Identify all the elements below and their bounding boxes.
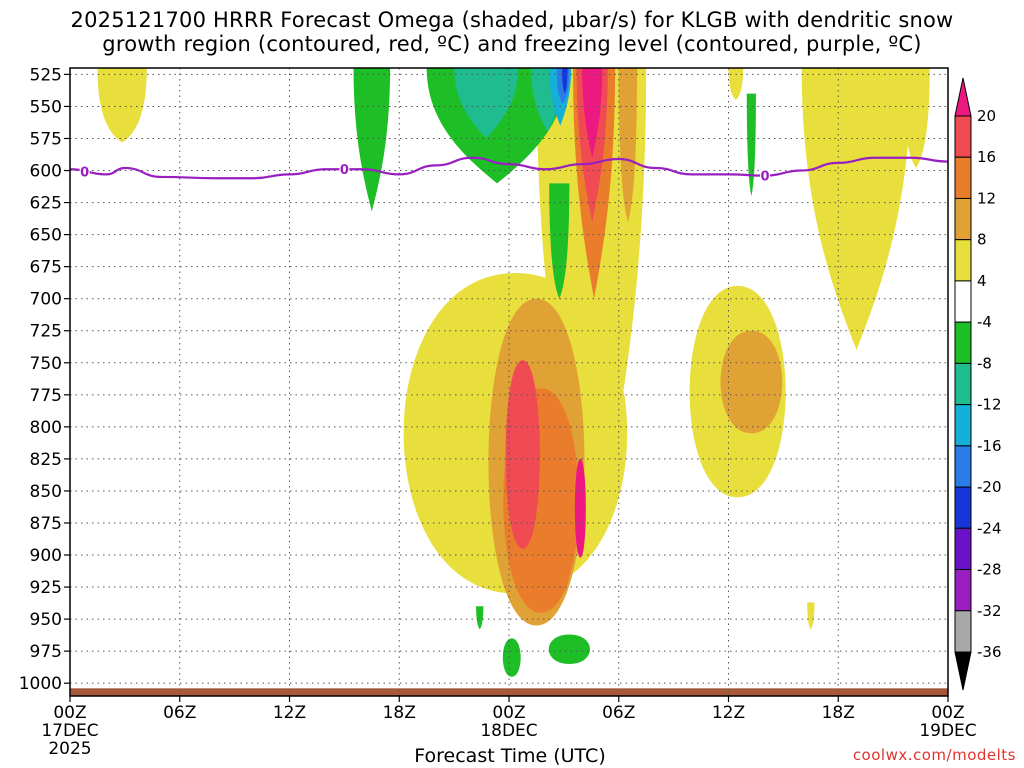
colorbar-label: -4 bbox=[977, 313, 992, 331]
colorbar-label: -36 bbox=[977, 643, 1002, 661]
omega-region bbox=[353, 68, 391, 212]
x-tick-label: 06Z bbox=[602, 703, 635, 723]
omega-region bbox=[720, 330, 783, 434]
freezing-level-label: 0 bbox=[761, 170, 770, 185]
colorbar-label: 8 bbox=[977, 231, 987, 249]
y-tick-label: 1000 bbox=[19, 674, 62, 694]
x-tick-label: 00Z bbox=[931, 703, 964, 723]
colorbar-label: 20 bbox=[977, 107, 996, 125]
y-tick-label: 900 bbox=[30, 546, 62, 566]
x-tick-label: 06Z bbox=[163, 703, 196, 723]
y-tick-label: 650 bbox=[30, 226, 62, 246]
colorbar-segment bbox=[954, 156, 972, 199]
colorbar-label: -28 bbox=[977, 561, 1002, 579]
colorbar-label: 4 bbox=[977, 272, 987, 290]
omega-region bbox=[574, 458, 586, 558]
colorbar-label: 16 bbox=[977, 148, 996, 166]
y-tick-label: 825 bbox=[30, 450, 62, 470]
colorbar-segment bbox=[954, 445, 972, 488]
colorbar-label: -32 bbox=[977, 602, 1002, 620]
y-tick-label: 600 bbox=[30, 162, 62, 182]
freezing-level-label-bg bbox=[79, 163, 90, 179]
colorbar: 20 16 12 8 4 -4 -8 -12 -16 -20 -24 -28 -32 -36 bbox=[954, 77, 1002, 691]
chart-title: 2025121700 HRRR Forecast Omega (shaded, … bbox=[0, 8, 1024, 56]
colorbar-top-arrow bbox=[954, 77, 972, 117]
x-tick-label: 12Z bbox=[712, 703, 745, 723]
colorbar-bottom-arrow bbox=[954, 651, 972, 691]
y-tick-label: 925 bbox=[30, 578, 62, 598]
freezing-level-contour: 0 0 0 bbox=[69, 156, 949, 185]
colorbar-label: -8 bbox=[977, 354, 992, 372]
x-date-label: 19DEC bbox=[919, 721, 976, 741]
colorbar-segment bbox=[954, 362, 972, 406]
freezing-level-label-bg bbox=[760, 167, 771, 183]
y-tick-label: 675 bbox=[30, 258, 62, 278]
y-tick-label: 725 bbox=[30, 322, 62, 342]
omega-region bbox=[502, 638, 521, 677]
omega-region bbox=[807, 602, 815, 630]
colorbar-segment bbox=[954, 321, 972, 364]
colorbar-segment bbox=[954, 610, 972, 653]
chart-title-line-1: 2025121700 HRRR Forecast Omega (shaded, … bbox=[70, 8, 954, 32]
y-tick-label: 800 bbox=[30, 418, 62, 438]
x-date-label: 18DEC bbox=[480, 721, 537, 741]
colorbar-segment bbox=[954, 527, 972, 571]
y-tick-label: 875 bbox=[30, 514, 62, 534]
x-tick-label: 18Z bbox=[383, 703, 416, 723]
colorbar-label: 12 bbox=[977, 189, 996, 207]
omega-region bbox=[549, 183, 570, 299]
y-tick-label: 750 bbox=[30, 354, 62, 374]
y-axis: 525 550 575 600 625 650 675 700 725 750 775 800 825 8… bbox=[19, 65, 70, 694]
colorbar-segment bbox=[954, 486, 972, 529]
colorbar-segment bbox=[954, 280, 972, 323]
omega-region bbox=[505, 360, 540, 549]
plot-area: 0 0 0 bbox=[69, 67, 949, 697]
y-tick-label: 550 bbox=[30, 97, 62, 117]
x-tick-label: 00Z bbox=[492, 703, 525, 723]
x-tick-label: 18Z bbox=[822, 703, 855, 723]
ground-surface bbox=[70, 688, 948, 696]
colorbar-label: -24 bbox=[977, 519, 1002, 537]
colorbar-segment bbox=[954, 569, 972, 612]
y-tick-label: 625 bbox=[30, 194, 62, 214]
y-tick-label: 775 bbox=[30, 386, 62, 406]
omega-region bbox=[454, 68, 519, 139]
colorbar-label: -20 bbox=[977, 478, 1002, 496]
x-axis-label: Forecast Time (UTC) bbox=[414, 745, 606, 767]
omega-region bbox=[97, 68, 147, 143]
colorbar-segment bbox=[954, 239, 972, 282]
surface-bar bbox=[70, 688, 948, 696]
x-tick-label: 12Z bbox=[273, 703, 306, 723]
freezing-level-label: 0 bbox=[80, 165, 89, 180]
omega-region bbox=[548, 634, 590, 664]
colorbar-label: -16 bbox=[977, 437, 1002, 455]
x-year-label: 2025 bbox=[48, 739, 91, 759]
colorbar-label: -12 bbox=[977, 396, 1002, 414]
y-tick-label: 950 bbox=[30, 610, 62, 630]
omega-region bbox=[728, 68, 744, 101]
freezing-level-label-bg bbox=[339, 161, 350, 177]
freezing-level-line bbox=[69, 156, 949, 180]
y-tick-label: 700 bbox=[30, 290, 62, 310]
chart-title-line-2: growth region (contoured, red, ºC) and f… bbox=[102, 32, 922, 56]
x-tick-label: 00Z bbox=[53, 703, 86, 723]
x-date-label: 17DEC bbox=[41, 721, 98, 741]
freezing-level-label: 0 bbox=[340, 163, 349, 178]
colorbar-segment bbox=[954, 115, 972, 158]
omega-region bbox=[801, 68, 912, 350]
omega-region bbox=[902, 68, 930, 168]
colorbar-segment bbox=[954, 404, 972, 447]
credit-link[interactable]: coolwx.com/modelts bbox=[852, 746, 1016, 764]
omega-region bbox=[746, 93, 756, 197]
y-tick-label: 575 bbox=[30, 129, 62, 149]
y-tick-label: 525 bbox=[30, 65, 62, 85]
y-tick-label: 850 bbox=[30, 482, 62, 502]
omega-region bbox=[582, 68, 603, 158]
colorbar-segment bbox=[954, 197, 972, 241]
omega-shading bbox=[97, 68, 930, 677]
omega-region bbox=[476, 606, 484, 630]
y-tick-label: 975 bbox=[30, 642, 62, 662]
